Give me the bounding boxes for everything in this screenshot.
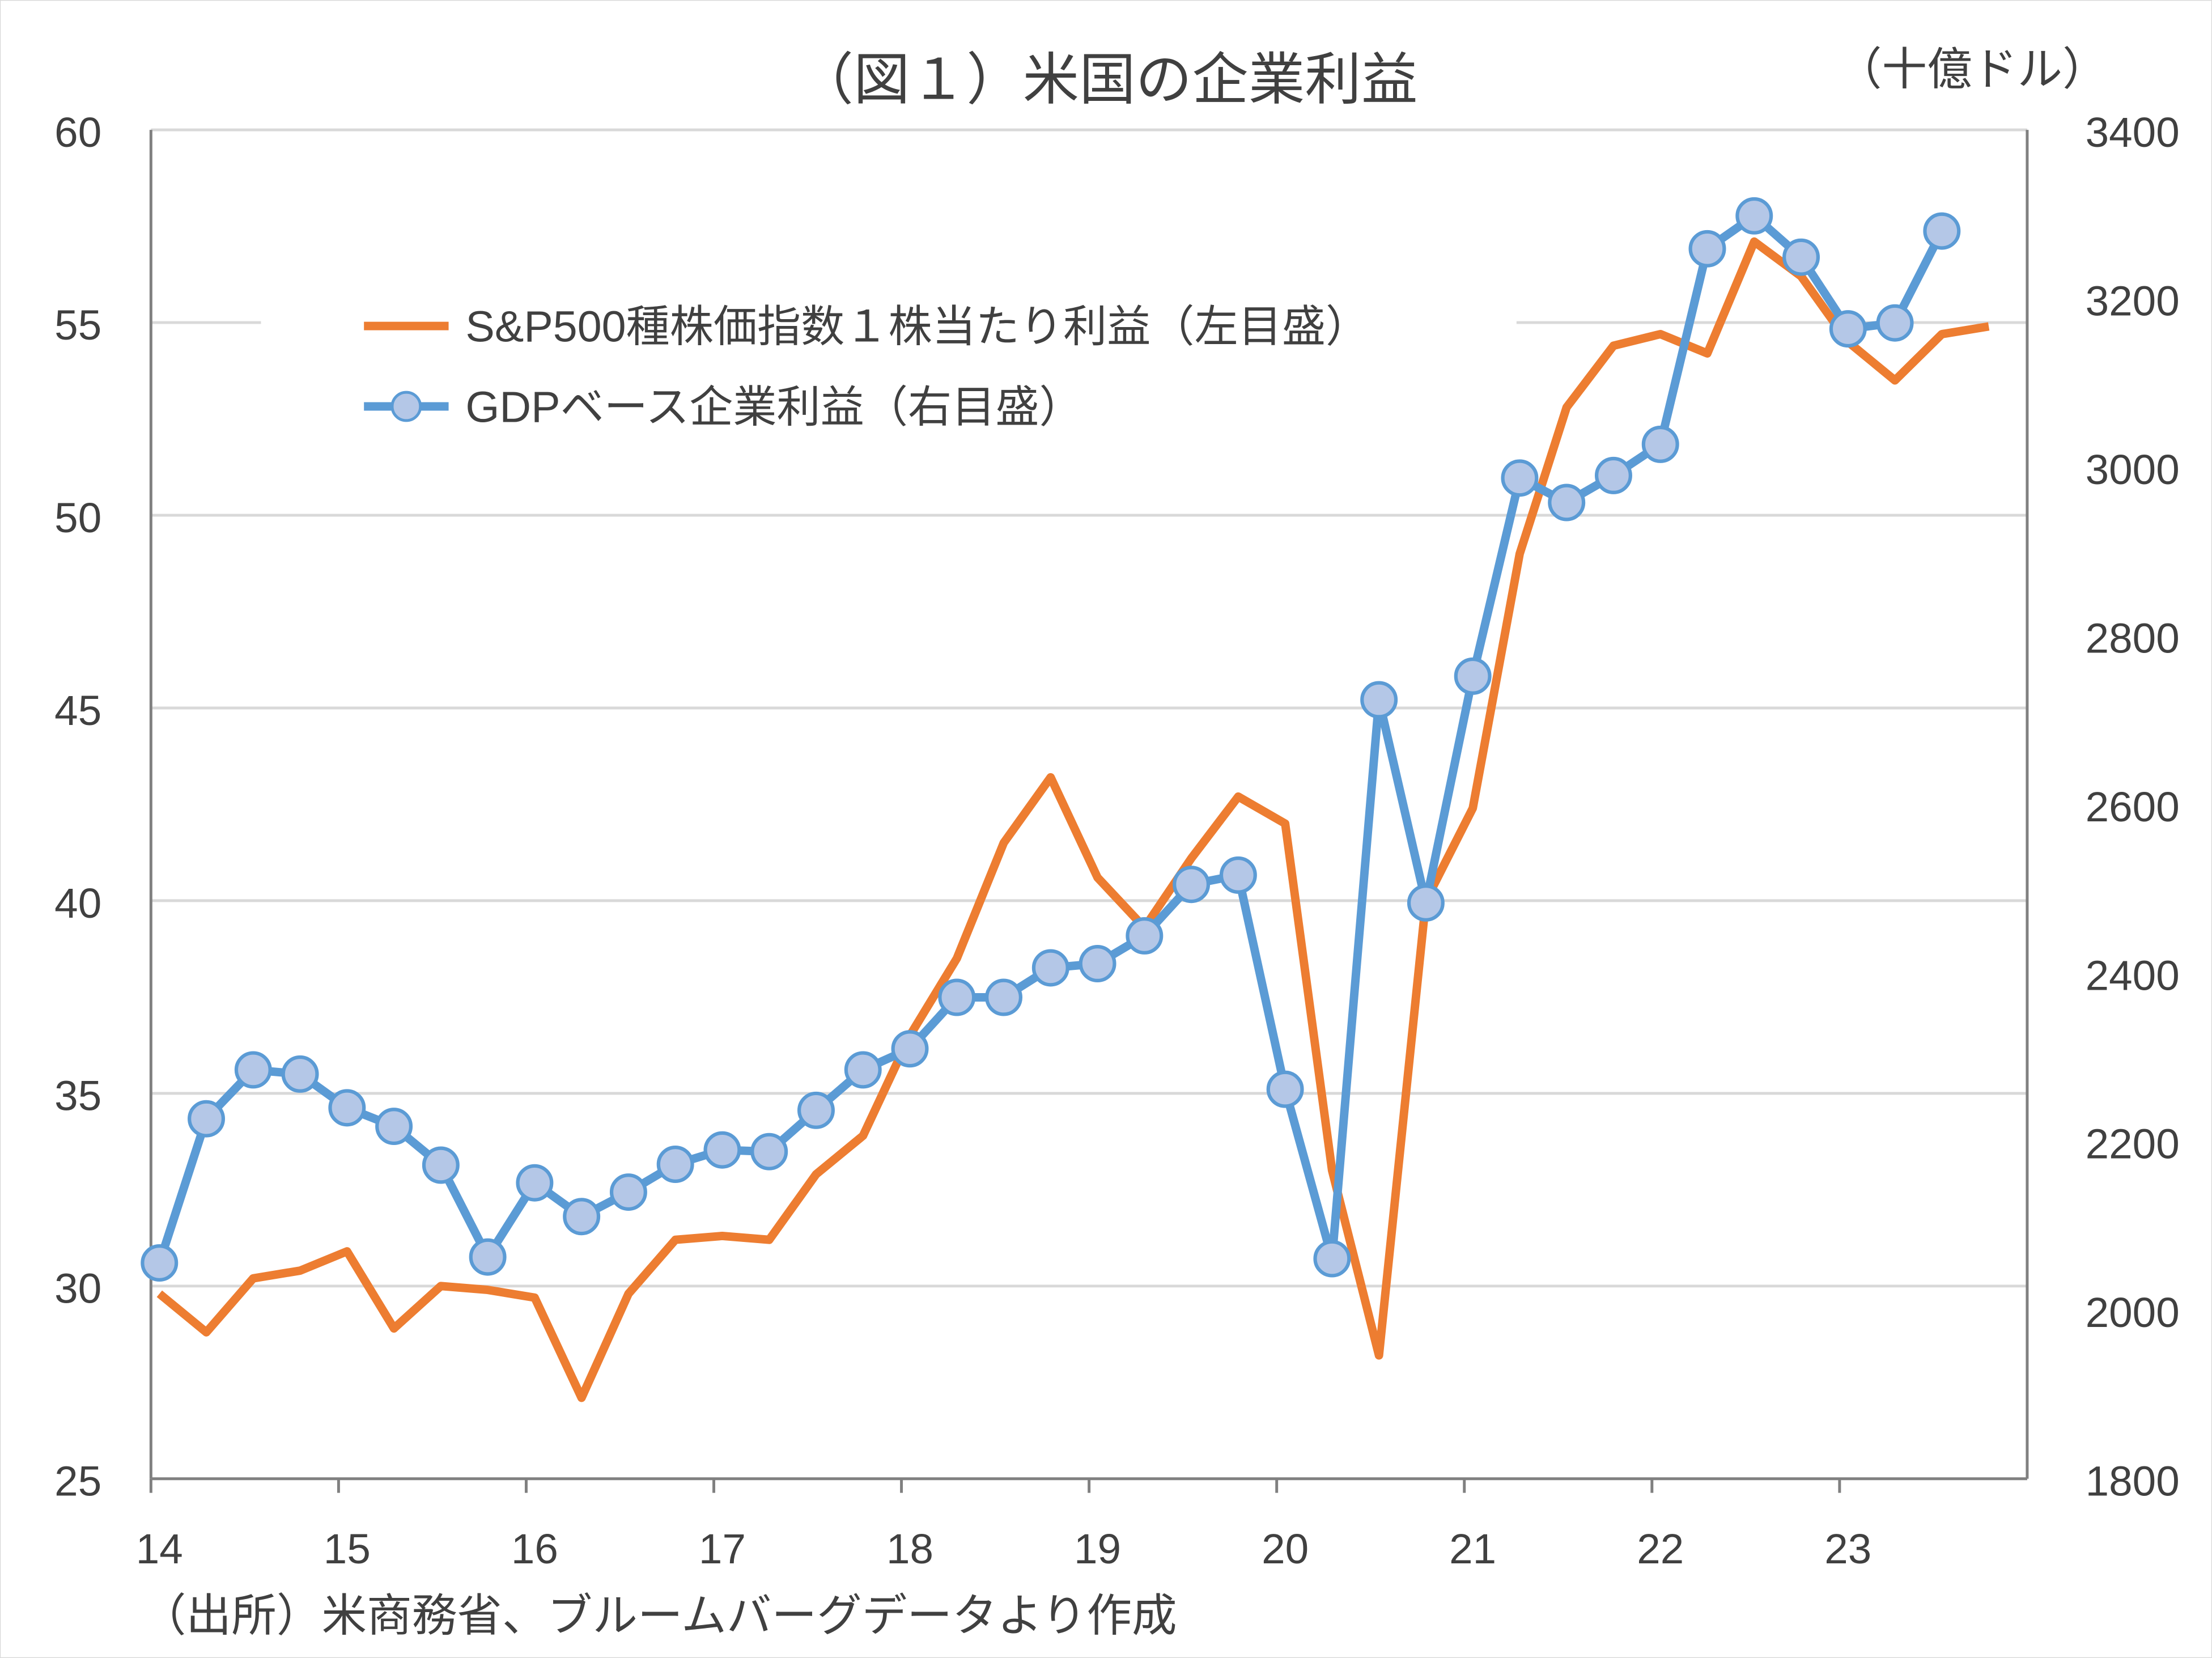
data-point <box>938 978 976 1016</box>
x-tick-label: 23 <box>1824 1525 1871 1572</box>
right-unit-label: （十億ドル） <box>1837 44 2108 94</box>
data-point <box>516 1164 554 1202</box>
right-tick-label: 1800 <box>2086 1457 2180 1505</box>
data-point <box>1735 197 1773 235</box>
data-point <box>1501 459 1539 497</box>
data-point <box>469 1238 507 1276</box>
x-tick-label: 14 <box>136 1525 183 1572</box>
data-point <box>1454 657 1492 695</box>
data-point <box>1031 949 1069 987</box>
data-point <box>1126 917 1164 955</box>
data-point <box>1782 238 1820 276</box>
right-tick-label: 2000 <box>2086 1288 2180 1336</box>
data-point <box>375 1108 413 1146</box>
right-tick-label: 2600 <box>2086 783 2180 830</box>
data-point <box>1219 856 1257 894</box>
legend-label-gdp: GDPベース企業利益（右目盛） <box>465 383 1082 431</box>
data-point <box>1407 884 1445 922</box>
x-tick-label: 19 <box>1074 1525 1121 1572</box>
data-point <box>703 1131 741 1169</box>
x-tick-label: 22 <box>1637 1525 1684 1572</box>
left-tick-label: 25 <box>54 1457 101 1505</box>
legend: S&P500種株価指数１株当たり利益（左目盛） GDPベース企業利益（右目盛） <box>261 282 1517 445</box>
left-tick-label: 40 <box>54 879 101 927</box>
data-point <box>750 1133 788 1171</box>
data-point <box>1923 212 1961 250</box>
legend-marker-gdp <box>390 391 422 422</box>
data-point <box>1641 425 1679 463</box>
left-tick-label: 35 <box>54 1072 101 1120</box>
right-tick-label: 2400 <box>2086 951 2180 999</box>
chart-title: （図１）米国の企業利益 <box>797 48 1417 111</box>
right-tick-label: 3200 <box>2086 277 2180 324</box>
data-point <box>609 1173 647 1211</box>
right-tick-label: 2800 <box>2086 614 2180 661</box>
data-point <box>281 1055 319 1093</box>
left-tick-label: 55 <box>54 301 101 349</box>
left-tick-label: 60 <box>54 108 101 156</box>
data-point <box>1548 484 1586 521</box>
x-tick-label: 16 <box>511 1525 558 1572</box>
data-point <box>1688 230 1726 268</box>
data-point <box>1829 310 1867 348</box>
data-point <box>1266 1070 1304 1108</box>
data-point <box>844 1051 882 1089</box>
legend-label-sp500: S&P500種株価指数１株当たり利益（左目盛） <box>465 302 1369 351</box>
data-point <box>422 1146 460 1184</box>
left-tick-label: 45 <box>54 686 101 734</box>
series-gdp-profits <box>141 197 1961 1282</box>
data-point <box>1313 1240 1351 1278</box>
x-tick-label: 21 <box>1449 1525 1496 1572</box>
left-tick-label: 30 <box>54 1265 101 1312</box>
data-point <box>141 1244 179 1282</box>
source-note: （出所）米商務省、ブルームバーグデータより作成 <box>141 1591 1177 1641</box>
data-point <box>234 1051 272 1089</box>
left-tick-label: 50 <box>54 494 101 541</box>
data-point <box>656 1146 694 1183</box>
data-point <box>1360 681 1398 719</box>
x-tick-label: 18 <box>886 1525 933 1572</box>
right-tick-label: 3000 <box>2086 446 2180 493</box>
data-point <box>1876 304 1914 342</box>
legend-background <box>261 282 1517 445</box>
x-tick-label: 17 <box>699 1525 746 1572</box>
data-point <box>797 1091 835 1129</box>
data-point <box>328 1089 366 1127</box>
data-point <box>563 1198 601 1236</box>
data-point <box>1079 945 1116 983</box>
data-point <box>891 1030 929 1068</box>
data-point <box>188 1100 226 1138</box>
right-tick-label: 3400 <box>2086 108 2180 156</box>
right-tick-label: 2200 <box>2086 1120 2180 1168</box>
x-tick-label: 15 <box>324 1525 371 1572</box>
x-tick-label: 20 <box>1262 1525 1309 1572</box>
data-point <box>1173 866 1211 904</box>
data-point <box>985 978 1023 1016</box>
data-point <box>1594 456 1632 494</box>
